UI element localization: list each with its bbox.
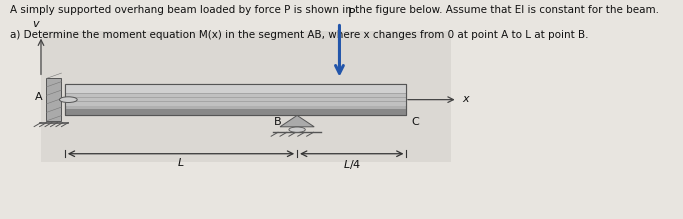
- Bar: [65, 93, 406, 106]
- Bar: [65, 84, 406, 115]
- Text: a) Determine the moment equation M(x) in the segment AB, where x changes from 0 : a) Determine the moment equation M(x) in…: [10, 30, 589, 40]
- Circle shape: [59, 97, 77, 102]
- Text: P: P: [348, 7, 355, 20]
- Text: L: L: [178, 158, 184, 168]
- Bar: [46, 78, 61, 121]
- Text: B: B: [274, 117, 282, 127]
- Text: $L/4$: $L/4$: [343, 158, 361, 171]
- Polygon shape: [280, 115, 314, 127]
- Bar: [41, 31, 451, 162]
- Text: v: v: [32, 19, 39, 29]
- Bar: [65, 109, 406, 115]
- Bar: [65, 84, 406, 93]
- Bar: [65, 84, 406, 115]
- Circle shape: [289, 127, 305, 132]
- Text: A: A: [36, 92, 43, 102]
- Text: A simply supported overhang beam loaded by force P is shown in the figure below.: A simply supported overhang beam loaded …: [10, 5, 659, 16]
- Text: x: x: [462, 94, 469, 104]
- Text: C: C: [412, 117, 419, 127]
